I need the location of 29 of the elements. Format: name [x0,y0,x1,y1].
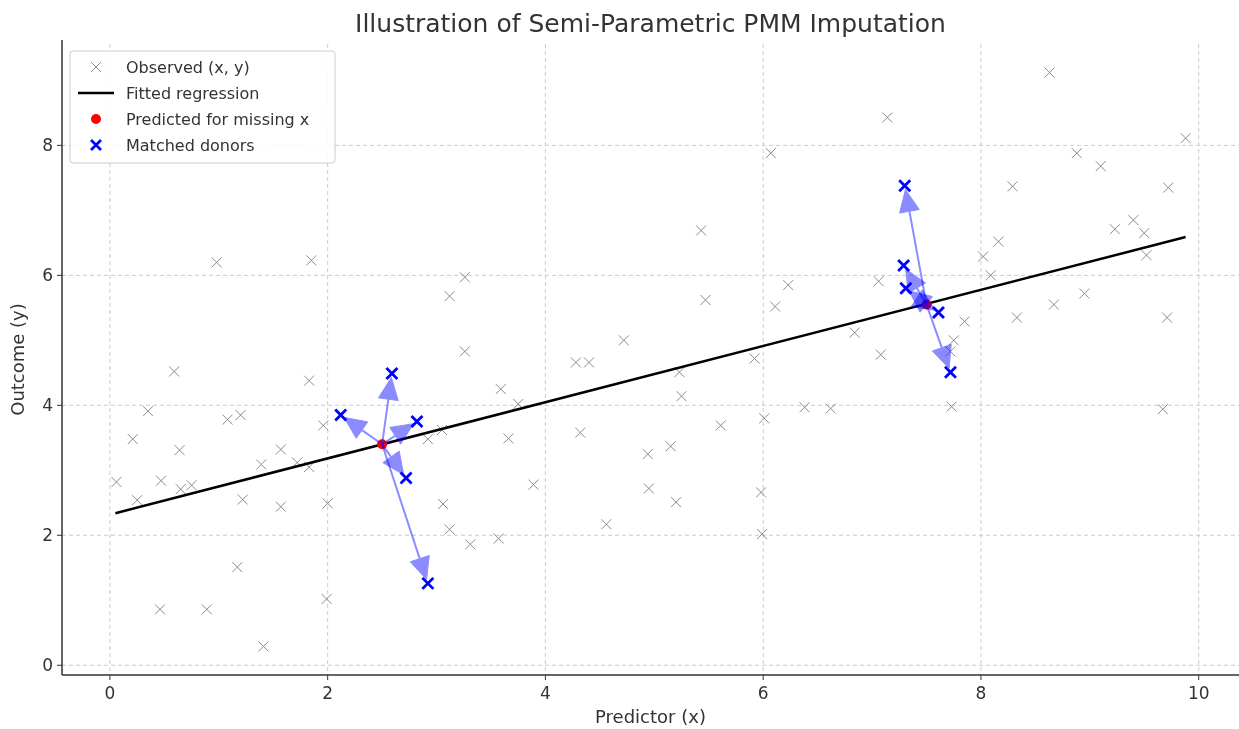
point [896,258,911,273]
x-axis-title: Predictor (x) [595,706,706,727]
y-tick-label: 4 [42,395,53,416]
x-tick-label: 0 [104,683,116,703]
point [420,576,435,591]
legend-label: Predicted for missing x [126,109,310,129]
point [385,366,399,381]
point [399,471,413,485]
legend-label: Fitted regression [126,83,260,103]
point [931,305,946,320]
x-tick-label: 2 [322,683,334,703]
point [898,281,913,296]
chart-title: Illustration of Semi-Parametric PMM Imputation [355,9,946,38]
x-tick-label: 4 [540,683,551,703]
x-tick-label: 6 [757,683,769,703]
point [897,178,912,193]
legend-label: Matched donors [126,135,255,155]
y-tick-label: 0 [42,655,53,676]
point [377,439,388,450]
point [333,408,348,422]
y-tick-label: 6 [42,265,53,286]
y-axis-title: Outcome (y) [7,303,28,416]
legend-label: Observed (x, y) [126,57,250,77]
point [410,414,424,429]
x-tick-label: 10 [1187,683,1210,703]
y-tick-label: 2 [42,525,53,546]
x-tick-label: 8 [975,683,987,703]
y-tick-label: 8 [42,135,53,156]
point [943,365,958,380]
